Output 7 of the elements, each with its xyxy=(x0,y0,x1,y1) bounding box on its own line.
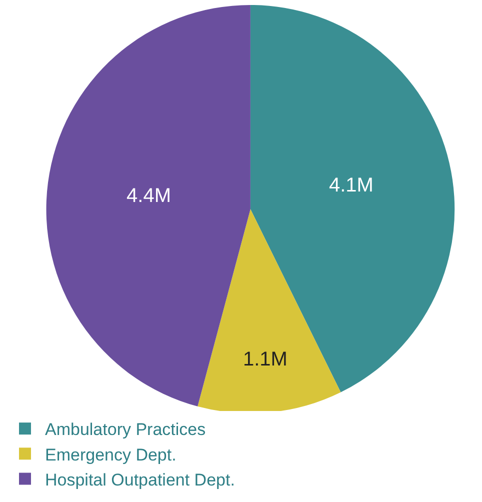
legend-label: Ambulatory Practices xyxy=(45,420,206,440)
data-label: 4.4M xyxy=(126,184,172,207)
pie-slice xyxy=(198,209,341,414)
data-label: 4.1M xyxy=(328,174,374,197)
data-label: 1.1M xyxy=(243,348,288,370)
legend-label: Hospital Outpatient Dept. xyxy=(45,470,235,490)
legend-label: Emergency Dept. xyxy=(45,445,176,464)
